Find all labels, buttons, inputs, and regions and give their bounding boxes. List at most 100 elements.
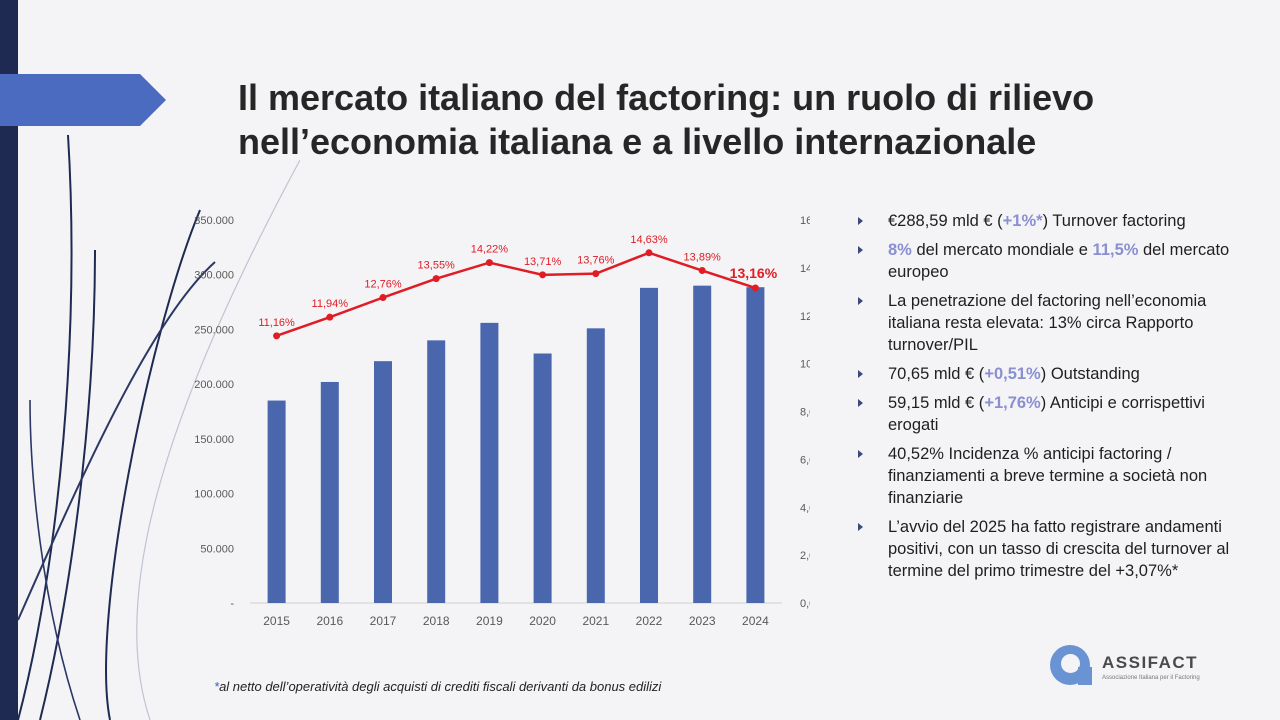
y-right-tick-label: 6,00% [800, 454, 810, 466]
bullet-item: L’avvio del 2025 ha fatto registrare and… [858, 516, 1248, 582]
bullet-item: 70,65 mld € (+0,51%) Outstanding [858, 363, 1248, 385]
line-point-2015 [273, 332, 281, 340]
bullet-text: 70,65 mld € ( [888, 365, 985, 383]
line-point-2023 [698, 267, 706, 275]
page-title: Il mercato italiano del factoring: un ru… [238, 76, 1238, 164]
highlight-value: +1,76% [984, 394, 1041, 412]
highlight-value: 8% [888, 241, 912, 259]
line-data-label: 14,63% [630, 234, 668, 246]
y-right-tick-label: 16,00% [800, 215, 810, 227]
title-line-2: nell’economia italiana e a livello inter… [238, 121, 1037, 162]
line-point-2024 [751, 284, 759, 292]
bar-2018 [427, 340, 446, 603]
bullet-arrow-icon [858, 370, 863, 378]
bar-2015 [267, 400, 286, 603]
y-left-tick-label: - [230, 598, 234, 610]
footnote-star: * [214, 679, 220, 694]
assifact-logo: ASSIFACT Associazione Italiana per il Fa… [1050, 645, 1230, 685]
x-tick-label: 2017 [370, 614, 397, 628]
bullet-text: ) Anticipi e corrispettivi erogati [888, 394, 1205, 434]
bullet-text: del mercato europeo [888, 241, 1230, 281]
bullet-item: 40,52% Incidenza % anticipi factoring / … [858, 443, 1248, 509]
y-right-tick-label: 8,00% [800, 407, 810, 419]
bullet-item: 59,15 mld € (+1,76%) Anticipi e corrispe… [858, 392, 1248, 436]
line-data-label: 11,94% [312, 298, 349, 310]
bullet-text: L’avvio del 2025 ha fatto registrare and… [888, 518, 1230, 580]
line-data-label: 13,76% [577, 255, 615, 267]
key-figures-list: €288,59 mld € (+1%*) Turnover factoring 8… [858, 210, 1248, 589]
y-right-tick-label: 10,00% [800, 359, 810, 371]
line-data-label: 13,55% [418, 260, 456, 272]
x-tick-label: 2022 [636, 614, 663, 628]
x-tick-label: 2021 [582, 614, 609, 628]
x-tick-label: 2023 [689, 614, 716, 628]
highlight-value: 11,5% [1092, 241, 1139, 259]
bullet-text: ) Outstanding [1040, 365, 1140, 383]
bullet-item: 8% del mercato mondiale e 11,5% del merc… [858, 239, 1248, 283]
bar-2021 [586, 328, 605, 603]
y-left-tick-label: 300.000 [194, 270, 234, 282]
highlight-value: +0,51% [984, 365, 1041, 383]
x-tick-label: 2019 [476, 614, 503, 628]
line-point-2019 [485, 259, 493, 267]
penetration-line [276, 251, 756, 338]
y-left-tick-label: 250.000 [194, 324, 234, 336]
title-line-1: Il mercato italiano del factoring: un ru… [238, 77, 1095, 118]
title-arrow-tab [0, 74, 166, 126]
line-data-label: 14,22% [471, 244, 509, 256]
bar-2023 [693, 285, 712, 603]
bullet-text: 40,52% Incidenza % anticipi factoring / … [888, 445, 1208, 507]
bullet-item: €288,59 mld € (+1%*) Turnover factoring [858, 210, 1248, 232]
line-point-2018 [432, 275, 440, 283]
bar-2022 [640, 287, 658, 603]
line-point-2022 [645, 249, 653, 257]
x-tick-label: 2024 [742, 614, 769, 628]
line-point-2017 [379, 294, 387, 302]
logo-mark-icon [1050, 645, 1090, 685]
line-point-2016 [326, 313, 334, 321]
y-right-tick-label: 4,00% [800, 502, 810, 514]
line-point-2021 [592, 270, 600, 278]
bar-2024 [746, 287, 765, 603]
y-left-tick-label: 200.000 [194, 379, 234, 391]
logo-subtitle: Associazione Italiana per il Factoring [1102, 675, 1200, 681]
decorative-curves [17, 134, 300, 720]
line-point-2020 [539, 271, 547, 279]
bullet-arrow-icon [858, 523, 863, 531]
bullet-arrow-icon [858, 399, 863, 407]
bullet-arrow-icon [858, 297, 863, 305]
bullet-text: La penetrazione del factoring nell’econo… [888, 292, 1207, 354]
bar-2017 [374, 361, 392, 603]
x-tick-label: 2015 [263, 614, 290, 628]
bullet-text: 59,15 mld € ( [888, 394, 985, 412]
y-left-tick-label: 150.000 [194, 434, 234, 446]
factoring-chart: - 50.000 100.000 150.000 200.000 250.000 300.0… [194, 215, 810, 628]
bar-2020 [533, 353, 552, 603]
y-left-tick-label: 100.000 [194, 489, 234, 501]
x-tick-label: 2018 [423, 614, 450, 628]
logo-name: ASSIFACT [1102, 653, 1199, 672]
line-data-label: 13,71% [524, 256, 562, 268]
bullet-text: €288,59 mld € ( [888, 212, 1003, 230]
bar-2016 [320, 381, 339, 603]
y-left-tick-label: 350.000 [194, 215, 234, 227]
footnote-text: al netto dell’operatività degli acquisti… [219, 679, 662, 694]
x-tick-label: 2020 [529, 614, 556, 628]
bullet-item: La penetrazione del factoring nell’econo… [858, 290, 1248, 356]
bullet-arrow-icon [858, 246, 863, 254]
bullet-text: del mercato mondiale e [911, 241, 1093, 259]
x-tick-label: 2016 [316, 614, 343, 628]
line-data-label: 11,16% [258, 317, 295, 329]
bar-2019 [480, 322, 499, 603]
y-right-tick-label: 2,00% [800, 550, 810, 562]
bullet-text: ) Turnover factoring [1042, 212, 1186, 230]
bullet-arrow-icon [858, 217, 863, 225]
bullet-arrow-icon [858, 450, 863, 458]
line-data-label: 13,16% [730, 265, 778, 281]
left-accent-bar [0, 0, 18, 720]
footnote: *al netto dell’operatività degli acquist… [214, 679, 661, 694]
y-right-tick-label: 12,00% [800, 311, 810, 323]
y-right-tick-label: 14,00% [800, 263, 810, 275]
highlight-value: +1%* [1002, 212, 1043, 230]
y-left-tick-label: 50.000 [200, 543, 234, 555]
